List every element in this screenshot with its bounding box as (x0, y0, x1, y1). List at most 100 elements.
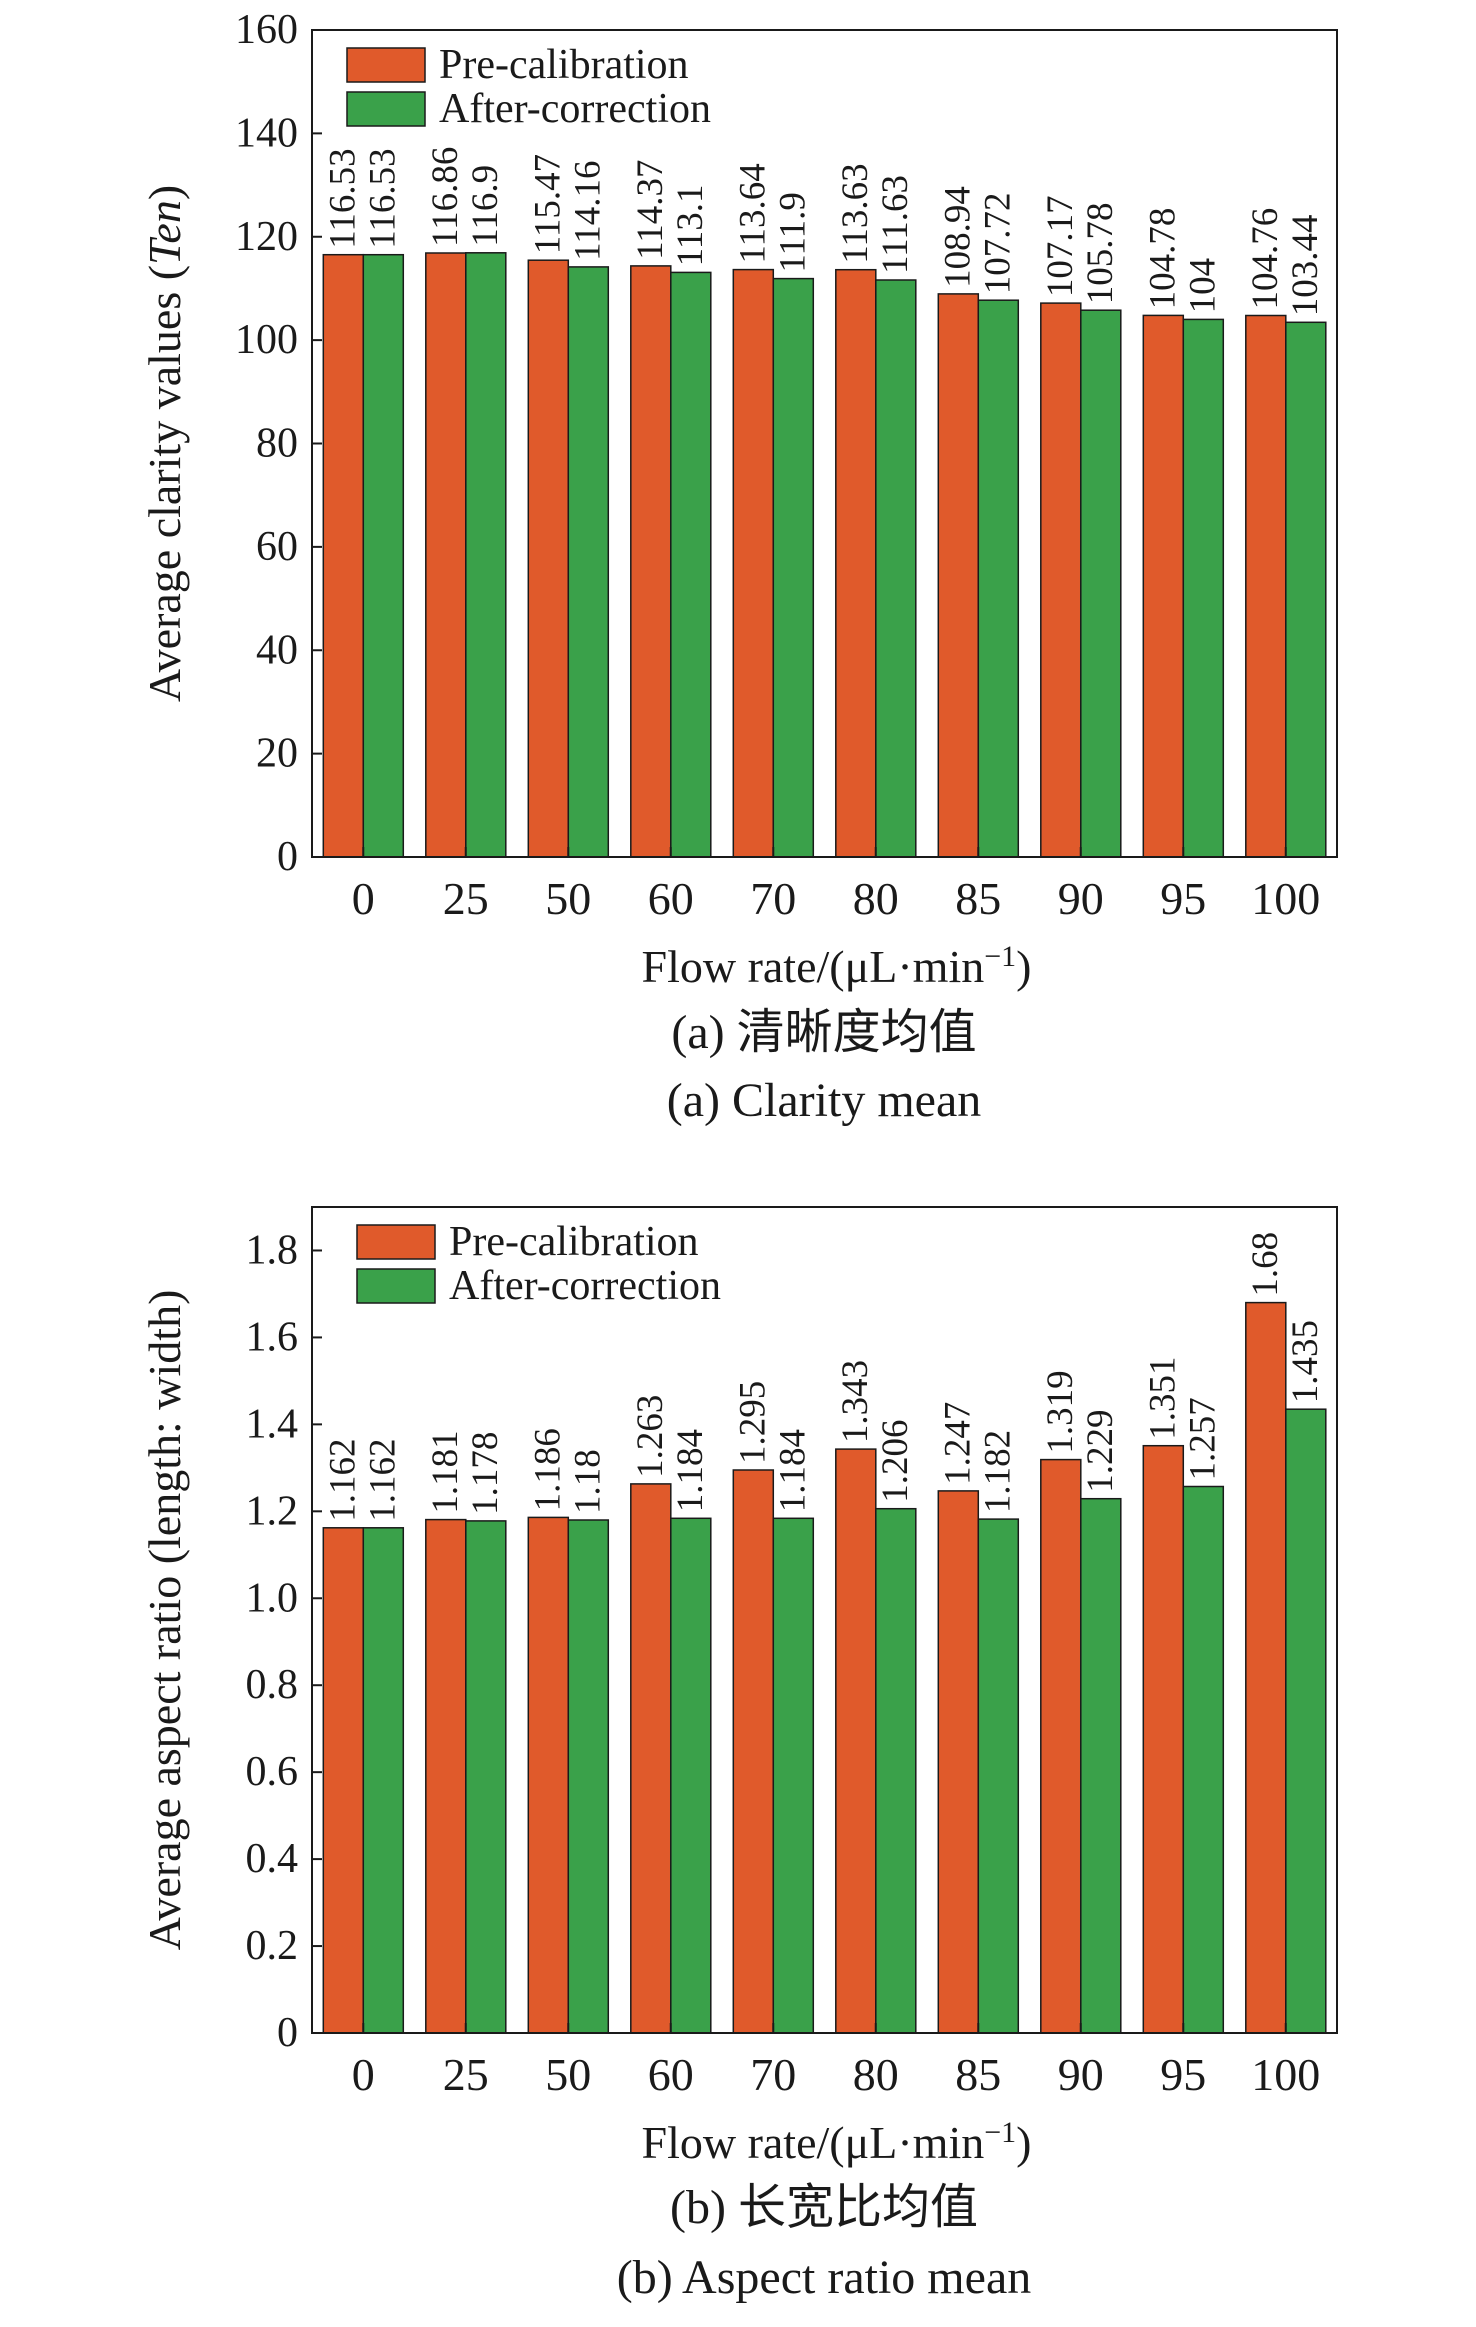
data-label: 103.44 (1285, 215, 1326, 317)
bar-pre-calibration-0 (322, 253, 365, 858)
bar-pre-calibration-100 (1245, 314, 1287, 858)
y-tick-label: 1.2 (246, 1488, 299, 1534)
bar-after-correction-25 (465, 1520, 507, 2034)
y-tick-label: 1.8 (246, 1227, 299, 1273)
x-tick-label: 25 (443, 873, 489, 924)
bar-pre-calibration-60 (630, 265, 672, 858)
y-axis-label-suffix: ) (139, 185, 190, 200)
x-axis-label-close: ) (1016, 2117, 1031, 2168)
legend-swatch-after-correction (356, 1268, 436, 1304)
x-tick-label: 95 (1160, 2049, 1206, 2100)
y-tick-label: 0.8 (246, 1662, 299, 1708)
data-label: 113.63 (835, 163, 876, 263)
data-label: 104 (1182, 258, 1223, 314)
bar-pre-calibration-80 (835, 1448, 877, 2034)
bar-pre-calibration-25 (425, 1518, 467, 2034)
data-label: 1.178 (465, 1432, 506, 1515)
y-tick-label: 0.4 (246, 1836, 299, 1882)
bar-after-correction-85 (977, 1518, 1020, 2034)
bar-after-correction-60 (670, 271, 712, 858)
y-tick-label: 40 (256, 627, 298, 673)
y-tick-label: 1.4 (246, 1401, 299, 1447)
bar-after-correction-85 (977, 299, 1020, 858)
data-label: 104.78 (1142, 208, 1183, 310)
data-label: 113.1 (670, 185, 711, 267)
legend-swatch-pre-calibration (346, 47, 426, 83)
bar-after-correction-50 (567, 266, 610, 858)
x-tick-label: 95 (1160, 873, 1206, 924)
data-label: 1.319 (1040, 1370, 1081, 1453)
x-axis-label-close: ) (1016, 941, 1031, 992)
bar-pre-calibration-50 (527, 259, 570, 858)
data-label: 105.78 (1080, 202, 1121, 304)
x-tick-label: 0 (352, 873, 375, 924)
bar-after-correction-0 (362, 253, 405, 858)
data-label: 114.16 (567, 161, 608, 261)
data-label: 116.9 (465, 165, 506, 247)
x-tick-label: 90 (1058, 2049, 1104, 2100)
y-axis-label: Average aspect ratio (length: width) (139, 1290, 190, 1951)
bar-after-correction-70 (772, 1517, 815, 2034)
caption-english: (b) Aspect ratio mean (617, 2251, 1032, 2304)
bar-after-correction-60 (670, 1517, 712, 2034)
bar-pre-calibration-100 (1245, 1301, 1287, 2034)
chart-clarity: 116.53 116.86 115.47 114.37 113.64 113.63 108.… (139, 7, 1338, 1127)
legend-swatch-pre-calibration (356, 1224, 436, 1260)
caption-chinese: (a) 清晰度均值 (671, 1006, 976, 1059)
data-label: 1.184 (670, 1429, 711, 1512)
data-label: 1.162 (322, 1439, 363, 1522)
bar-pre-calibration-25 (425, 252, 467, 858)
x-tick-label: 80 (853, 2049, 899, 2100)
bar-after-correction-80 (875, 1507, 917, 2034)
data-label: 108.94 (937, 186, 978, 288)
data-label: 1.162 (362, 1439, 403, 1522)
bar-after-correction-90 (1080, 309, 1122, 858)
x-tick-label: 60 (648, 873, 694, 924)
y-tick-label: 0.2 (246, 1923, 299, 1969)
caption-chinese: (b) 长宽比均值 (670, 2181, 978, 2234)
y-tick-label: 20 (256, 731, 298, 777)
y-axis-label: Average clarity values (Ten) (139, 185, 190, 702)
y-tick-label: 0 (277, 834, 298, 880)
data-label: 111.63 (875, 175, 916, 274)
bar-after-correction-100 (1285, 321, 1327, 858)
data-label: 116.53 (362, 148, 403, 248)
data-label: 1.186 (527, 1428, 568, 1511)
bar-after-correction-90 (1080, 1497, 1122, 2034)
x-tick-label: 85 (955, 2049, 1001, 2100)
y-axis-label-main: Average clarity values ( (139, 265, 190, 702)
legend-swatch-after-correction (346, 91, 426, 127)
data-label: 1.351 (1142, 1356, 1183, 1439)
legend-label: Pre-calibration (449, 1219, 699, 1265)
bar-pre-calibration-70 (732, 268, 775, 858)
bar-pre-calibration-70 (732, 1469, 775, 2034)
data-label: 1.263 (630, 1395, 671, 1478)
data-label: 1.295 (732, 1381, 773, 1464)
data-label: 1.181 (425, 1430, 466, 1513)
x-tick-label: 80 (853, 873, 899, 924)
legend-label: After-correction (449, 1263, 721, 1309)
data-label: 111.9 (772, 192, 813, 273)
legend-label: After-correction (439, 86, 711, 132)
bar-pre-calibration-60 (630, 1483, 672, 2034)
y-tick-label: 0 (277, 2010, 298, 2056)
x-tick-label: 70 (750, 2049, 796, 2100)
caption-english: (a) Clarity mean (667, 1074, 982, 1127)
bar-after-correction-70 (772, 277, 815, 858)
y-tick-label: 60 (256, 524, 298, 570)
y-tick-label: 160 (235, 7, 298, 53)
y-tick-label: 0.6 (246, 1749, 299, 1795)
data-label: 1.247 (937, 1402, 978, 1485)
bar-after-correction-100 (1285, 1408, 1327, 2034)
bar-pre-calibration-80 (835, 268, 877, 858)
data-label: 107.72 (977, 192, 1018, 294)
bar-pre-calibration-95 (1142, 314, 1185, 858)
bar-after-correction-0 (362, 1527, 405, 2034)
data-label: 116.53 (322, 148, 363, 248)
y-tick-label: 100 (235, 317, 298, 363)
x-tick-label: 90 (1058, 873, 1104, 924)
x-tick-label: 100 (1251, 2049, 1320, 2100)
data-label: 114.37 (630, 160, 671, 260)
